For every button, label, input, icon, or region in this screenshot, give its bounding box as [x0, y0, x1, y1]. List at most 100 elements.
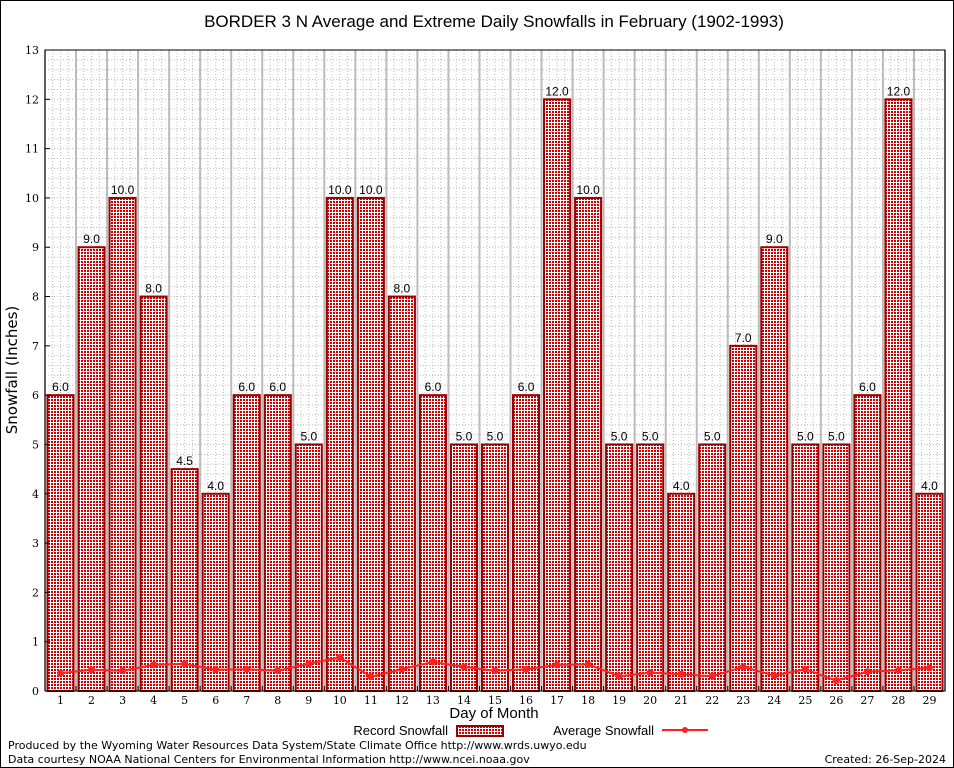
average-point: [770, 672, 778, 680]
average-point: [553, 661, 561, 669]
bar-record-day-8: [263, 394, 292, 692]
chart-title: BORDER 3 N Average and Extreme Daily Sno…: [204, 12, 784, 31]
x-tick-label: 19: [612, 694, 626, 707]
bar-record-day-26: [822, 443, 851, 693]
bar-record-day-27: [853, 394, 882, 692]
average-point: [925, 664, 933, 672]
bar-label: 4.0: [921, 479, 938, 493]
average-point: [584, 660, 592, 668]
y-tick-label: 3: [32, 537, 39, 550]
bar-label: 6.0: [269, 380, 286, 394]
bar-label: 12.0: [887, 84, 911, 98]
bar-label: 5.0: [704, 429, 721, 443]
y-tick-label: 0: [32, 685, 39, 698]
bar-record-day-7: [232, 394, 261, 692]
average-point: [429, 658, 437, 666]
average-point: [57, 669, 65, 677]
x-tick-label: 27: [860, 694, 874, 707]
bar-label: 5.0: [456, 429, 473, 443]
bar-record-day-15: [480, 443, 510, 693]
x-tick-label: 12: [395, 694, 409, 707]
x-axis-label: Day of Month: [449, 705, 538, 722]
bar-record-day-1: [46, 394, 75, 692]
x-tick-label: 16: [519, 694, 533, 707]
bar-record-day-12: [387, 295, 416, 692]
bar-label: 10.0: [359, 183, 383, 197]
y-tick-label: 8: [32, 291, 39, 304]
footer-created: Created: 26-Sep-2024: [824, 753, 946, 766]
bar-label: 9.0: [83, 232, 100, 246]
bar-label: 5.0: [642, 429, 659, 443]
bar-record-day-23: [729, 344, 758, 692]
x-tick-label: 22: [705, 694, 719, 707]
x-tick-label: 11: [364, 694, 378, 707]
average-point: [305, 660, 313, 668]
average-point: [677, 670, 685, 678]
bar-record-day-20: [636, 443, 665, 693]
bar-label: 4.0: [673, 479, 690, 493]
y-axis-label: Snowfall (Inches): [3, 306, 21, 434]
x-tick-label: 1: [57, 694, 64, 707]
x-tick-label: 20: [643, 694, 657, 707]
bar-record-day-28: [884, 98, 913, 693]
x-tick-label: 2: [88, 694, 95, 707]
bar-record-day-25: [791, 443, 820, 693]
x-tick-label: 24: [767, 694, 781, 707]
bar-record-day-29: [915, 492, 944, 692]
x-tick-label: 3: [119, 694, 126, 707]
legend-record-swatch: [456, 725, 504, 737]
average-point: [243, 665, 251, 673]
x-tick-label: 21: [674, 694, 688, 707]
bar-label: 8.0: [394, 282, 411, 296]
y-tick-label: 2: [32, 586, 39, 599]
legend: Record Snowfall Average Snowfall: [353, 723, 708, 738]
bar-label: 5.0: [487, 429, 504, 443]
footer-data-courtesy: Data courtesy NOAA National Centers for …: [8, 753, 530, 766]
bar-record-day-21: [667, 492, 696, 692]
average-point: [367, 673, 375, 681]
average-point: [646, 669, 654, 677]
bar-record-day-4: [139, 295, 168, 692]
x-tick-label: 15: [488, 694, 502, 707]
bar-label: 10.0: [576, 183, 600, 197]
y-tick-label: 4: [32, 488, 39, 501]
x-tick-label: 14: [457, 694, 471, 707]
x-tick-label: 23: [736, 694, 750, 707]
y-tick-label: 1: [32, 636, 39, 649]
bar-label: 5.0: [797, 429, 814, 443]
legend-average-marker: [682, 727, 688, 733]
bar-label: 6.0: [52, 380, 69, 394]
x-tick-label: 28: [891, 694, 905, 707]
average-point: [863, 668, 871, 676]
footer-produced-by: Produced by the Wyoming Water Resources …: [8, 739, 587, 752]
x-tick-label: 26: [829, 694, 843, 707]
average-point: [894, 666, 902, 674]
y-tick-label: 5: [32, 438, 39, 451]
bar-label: 6.0: [859, 380, 876, 394]
average-point: [88, 666, 96, 674]
average-point: [274, 667, 282, 675]
average-point: [119, 667, 127, 675]
bar-label: 10.0: [111, 183, 135, 197]
bar-label: 9.0: [766, 232, 783, 246]
average-point: [491, 667, 499, 675]
legend-record-label: Record Snowfall: [353, 723, 448, 738]
bar-record-day-11: [356, 196, 385, 693]
x-tick-label: 29: [922, 694, 936, 707]
bar-label: 7.0: [735, 331, 752, 345]
bar-label: 6.0: [425, 380, 442, 394]
average-point: [460, 663, 468, 671]
bar-label: 5.0: [611, 429, 628, 443]
bar-label: 4.5: [176, 454, 193, 468]
x-tick-label: 9: [305, 694, 312, 707]
bar-label: 4.0: [207, 479, 224, 493]
bar-record-day-17: [543, 98, 572, 693]
y-tick-label: 10: [25, 192, 39, 205]
bar-label: 5.0: [828, 429, 845, 443]
bar-record-day-6: [201, 492, 230, 692]
average-point: [398, 665, 406, 673]
bar-label: 6.0: [518, 380, 535, 394]
x-tick-label: 25: [798, 694, 812, 707]
